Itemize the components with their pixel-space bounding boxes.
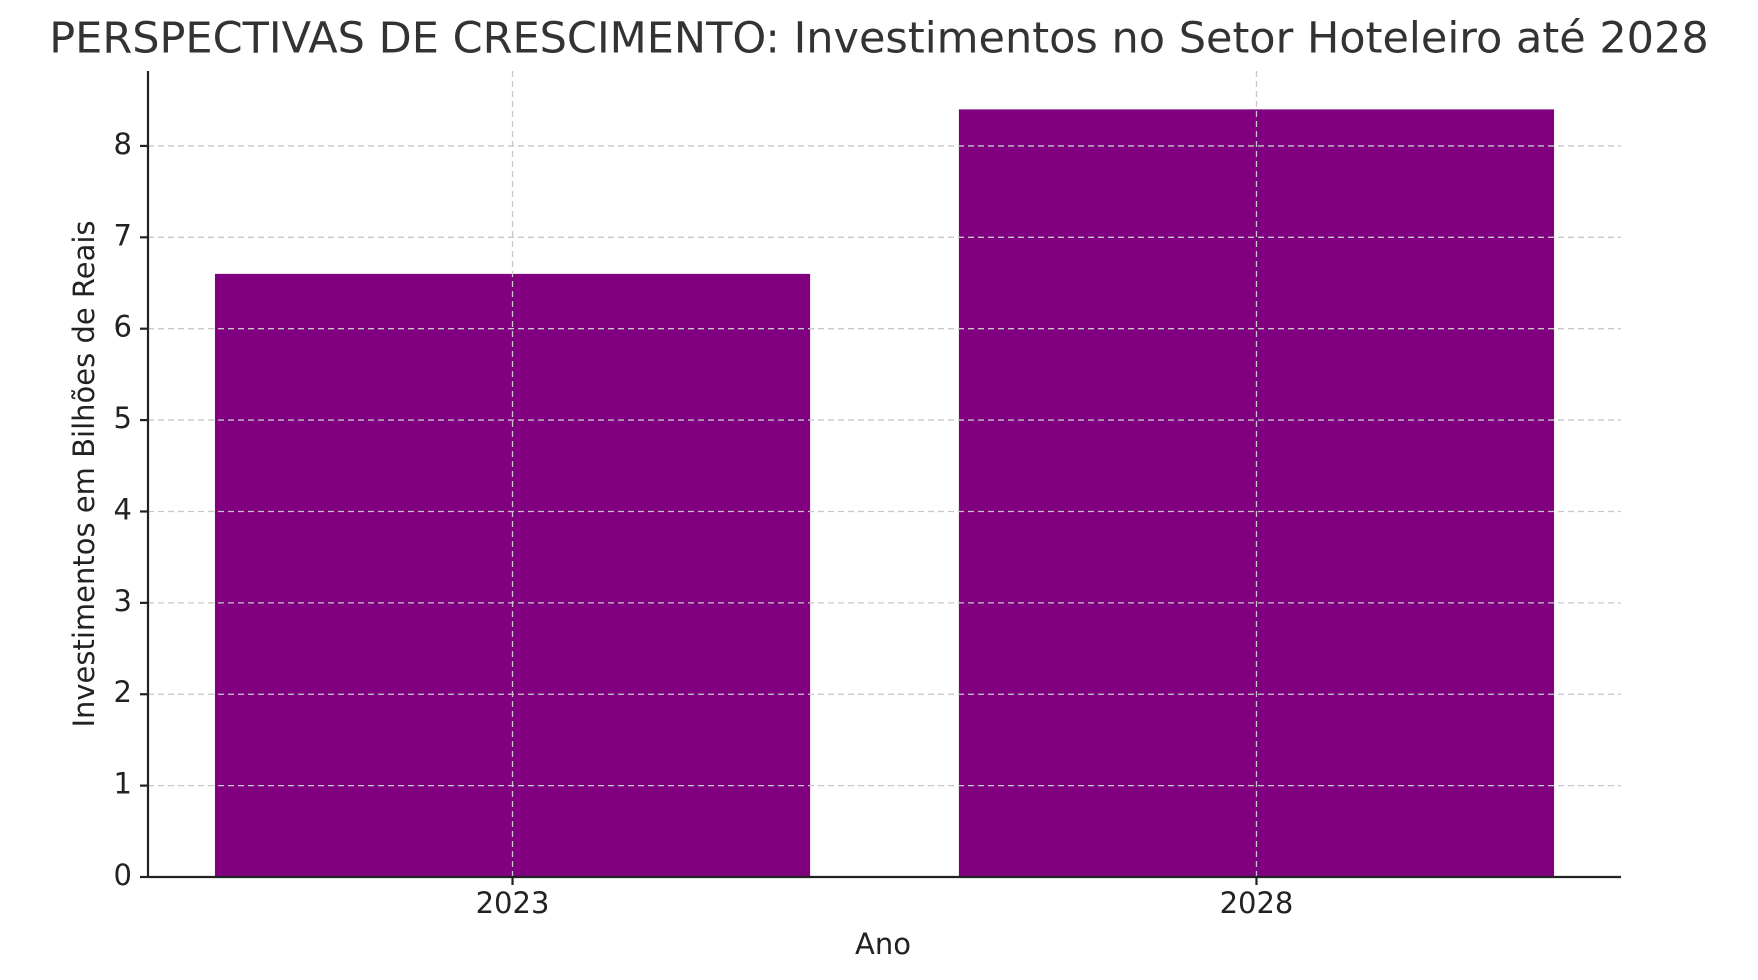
y-tick-label: 8	[114, 127, 132, 161]
y-tick-label: 7	[114, 218, 132, 252]
x-tick-label: 2028	[1220, 886, 1294, 920]
y-tick-label: 2	[114, 675, 132, 709]
y-tick-label: 5	[114, 401, 132, 435]
y-tick-label: 3	[114, 584, 132, 618]
y-tick-label: 4	[114, 492, 132, 526]
y-tick-label: 1	[114, 767, 132, 801]
y-tick-label: 0	[114, 858, 132, 892]
y-tick-label: 6	[114, 310, 132, 344]
chart-title: PERSPECTIVAS DE CRESCIMENTO: Investiment…	[49, 14, 1709, 64]
x-tick-label: 2023	[476, 886, 550, 920]
x-axis-label: Ano	[855, 927, 911, 961]
y-axis-label: Investimentos em Bilhões de Reais	[67, 220, 101, 727]
